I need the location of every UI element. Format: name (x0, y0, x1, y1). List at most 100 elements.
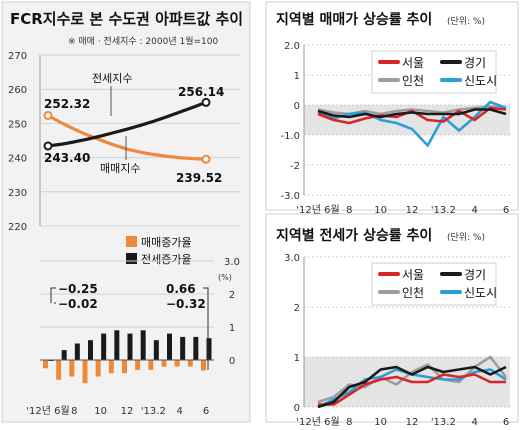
index-series (43, 97, 211, 164)
rent-rate-y-tick-label: 1 (294, 353, 300, 364)
rent-growth-bar (74, 343, 80, 360)
rent-rate-legend-label: 신도시 (464, 286, 497, 300)
sale-rate-legend (371, 50, 497, 94)
sale-growth-bar (95, 360, 101, 377)
index-note: ※ 매매 · 전세지수 : 2000년 1월=100 (68, 35, 218, 47)
sale-rate-title: 지역별 매매가 상승률 추이 (276, 11, 432, 28)
sale-rate-legend-label: 신도시 (464, 74, 497, 88)
growth-end-bracket (203, 287, 209, 370)
sale-rate-line-0 (317, 106, 507, 125)
sale-growth-bar (201, 360, 206, 371)
rent-index-end-label: 256.14 (178, 85, 224, 99)
rent-rate-x-tick-label: 4 (471, 417, 477, 426)
sale-rate-unit: (단위: %) (447, 16, 485, 27)
rent-growth-bar (114, 330, 120, 360)
sale-rate-y-tick-label: -2 (290, 161, 300, 172)
sale-growth-bar (122, 360, 127, 374)
rent-rate-x-tick-label: '13.2 (431, 417, 456, 426)
growth-x-tick-label: '12년 6월 (26, 405, 69, 417)
sale-rate-y-tick-label: -3.0 (280, 191, 300, 202)
growth-y-tick-label: 2 (229, 290, 235, 301)
sale-rate-y-tick-label: -1.0 (280, 131, 300, 142)
growth-x-tick-label: 12 (121, 406, 134, 417)
index-y-tick-label: 260 (8, 85, 27, 96)
rent-rate-x-tick-label: '12년 6월 (296, 416, 339, 426)
sale-rate-legend-label: 서울 (402, 56, 424, 70)
sale-growth-bar (43, 360, 48, 369)
sale-rate-x-tick-label: 12 (406, 205, 419, 216)
rent-index-start-label: 243.40 (44, 151, 90, 165)
sale-rate-line-3 (317, 100, 507, 147)
sale-rate-legend-label: 인천 (402, 73, 424, 88)
index-gridlines (40, 54, 240, 227)
rent-index-legend-label: 전세지수 (92, 72, 132, 85)
rent-growth-bar (153, 340, 159, 360)
rent-rate-x-tick-label: 6 (503, 417, 509, 426)
growth-y-unit: (%) (218, 273, 232, 282)
left-panel (1, 1, 251, 423)
sale-growth-bar (108, 360, 114, 374)
growth-y-tick-label: 3.0 (224, 257, 240, 268)
left-panel-title: FCR지수로 본 수도권 아파트값 추이 (10, 10, 243, 28)
growth-gridlines (40, 260, 214, 328)
sale-growth-bar (174, 360, 180, 367)
rent-index-point (201, 97, 211, 107)
growth-start-bracket-outer (50, 287, 56, 303)
sale-growth-bar (56, 360, 62, 380)
sale-rate-x-tick-label: '12년 6월 (296, 204, 339, 216)
sale-rate-x-tick-label: 10 (374, 205, 387, 216)
sale-growth-bar (187, 360, 193, 367)
index-y-tick-labels: 270 260 250 240 230 220 (8, 51, 27, 233)
rent-growth-end-annotation: 0.66 (166, 282, 196, 296)
rent-rate-y-tick-label: 3.0 (284, 253, 300, 264)
sale-index-legend-label: 매매지수 (100, 162, 140, 175)
sale-rate-y-tick-label: 2.0 (284, 41, 300, 52)
rent-growth-bar (140, 330, 146, 360)
growth-y-tick-label: 1 (229, 323, 235, 334)
rent-growth-bar (61, 350, 67, 360)
growth-x-tick-label: '13.2 (141, 406, 166, 417)
rent-growth-bar (206, 338, 212, 360)
sale-rate-line-1 (317, 108, 507, 119)
rent-rate-line-0 (318, 373, 506, 406)
rent-rate-y-tick-label: 0 (294, 403, 300, 414)
rent-growth-bar (180, 336, 186, 360)
rent-growth-bar (193, 336, 199, 360)
sale-growth-start-annotation: −0.25 (58, 282, 98, 296)
index-y-tick-label: 240 (8, 154, 27, 165)
sale-rate-x-tick-label: 4 (471, 205, 477, 216)
sale-index-point (43, 110, 53, 120)
rent-rate-legend-label: 서울 (402, 268, 424, 282)
rent-index-point (43, 141, 53, 151)
growth-y-tick-labels: 3.0 2 1 0 (224, 257, 240, 367)
sale-index-start-label: 252.32 (44, 97, 90, 111)
sale-growth-legend-swatch (126, 236, 137, 247)
sale-rate-x-tick-label: 8 (346, 205, 352, 216)
rent-rate-legend-label: 경기 (464, 268, 486, 282)
rent-growth-bar (88, 340, 93, 360)
rent-rate-x-tick-label: 12 (406, 417, 419, 426)
rent-growth-bar (167, 333, 172, 360)
growth-x-tick-label: 10 (94, 406, 107, 417)
sale-growth-end-annotation: −0.32 (166, 297, 206, 311)
growth-bars (43, 330, 212, 384)
rent-rate-y-tick-label: 2 (294, 303, 300, 314)
rent-rate-title: 지역별 전세가 상승률 추이 (276, 227, 432, 244)
sale-rate-y-tick-label: 1 (294, 71, 300, 82)
sale-growth-legend-label: 매매증가율 (141, 236, 192, 249)
sale-growth-bar (69, 360, 75, 377)
growth-x-tick-labels: '12년 6월 8 10 12 '13.2 4 6 (26, 405, 209, 417)
sale-index-end-label: 239.52 (176, 171, 222, 185)
rent-growth-legend-swatch (126, 253, 137, 264)
sale-growth-bar (148, 360, 154, 370)
sale-rate-legend-label: 경기 (464, 56, 486, 70)
sale-rate-x-tick-label: 6 (503, 205, 509, 216)
rent-growth-bar (127, 333, 133, 360)
rent-rate-x-tick-label: 10 (374, 417, 387, 426)
rent-rate-unit: (단위: %) (447, 232, 485, 243)
growth-x-tick-label: 4 (176, 406, 182, 417)
sale-growth-bar (82, 360, 88, 384)
growth-x-tick-label: 6 (203, 406, 209, 417)
